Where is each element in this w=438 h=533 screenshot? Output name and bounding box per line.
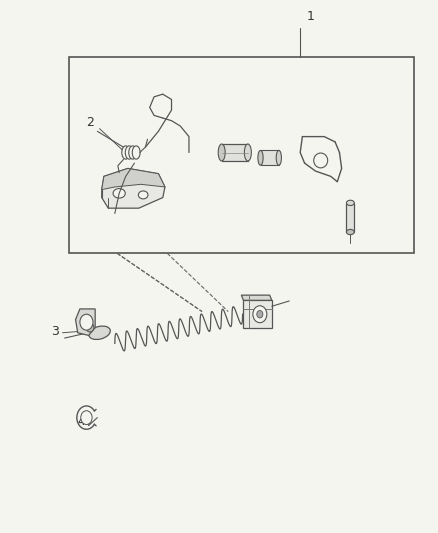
Ellipse shape <box>125 146 133 159</box>
Ellipse shape <box>244 144 251 161</box>
Circle shape <box>81 411 92 424</box>
Bar <box>221 144 247 161</box>
Ellipse shape <box>113 189 125 198</box>
Text: 4: 4 <box>78 415 85 428</box>
Ellipse shape <box>257 150 262 165</box>
Ellipse shape <box>86 323 94 332</box>
Ellipse shape <box>276 150 281 165</box>
Ellipse shape <box>132 146 140 159</box>
Ellipse shape <box>346 229 353 235</box>
Text: 1: 1 <box>306 10 314 22</box>
Ellipse shape <box>128 146 136 159</box>
Polygon shape <box>241 295 271 301</box>
Polygon shape <box>102 168 165 208</box>
Bar <box>260 150 278 165</box>
Ellipse shape <box>88 326 110 340</box>
Polygon shape <box>102 168 165 190</box>
Bar <box>69 57 413 253</box>
Circle shape <box>256 311 262 318</box>
Ellipse shape <box>138 191 148 199</box>
Bar <box>346 203 353 232</box>
Text: 3: 3 <box>51 325 59 338</box>
Text: 2: 2 <box>86 116 94 128</box>
Ellipse shape <box>346 200 353 206</box>
Circle shape <box>80 314 93 330</box>
Circle shape <box>252 306 266 322</box>
Ellipse shape <box>121 146 129 159</box>
Polygon shape <box>243 301 271 328</box>
Ellipse shape <box>313 153 327 168</box>
Polygon shape <box>75 309 95 335</box>
Ellipse shape <box>218 144 225 161</box>
